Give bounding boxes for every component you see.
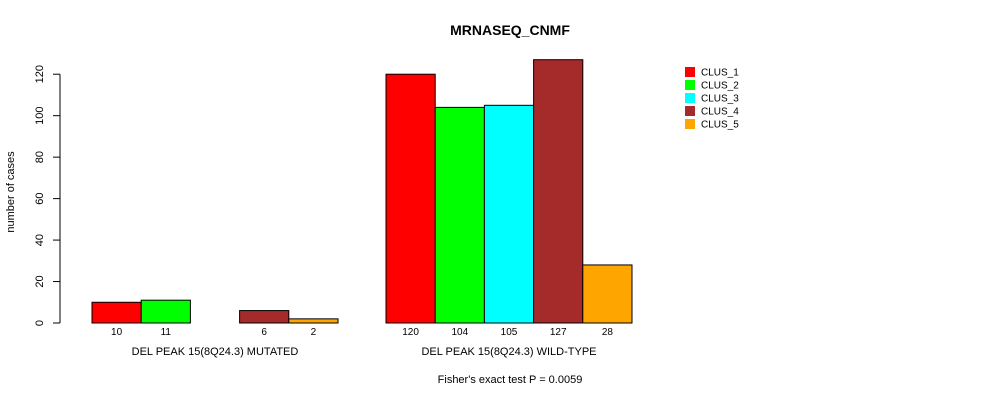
bar-clus-5-group-2	[582, 264, 633, 324]
bar-value-label: 11	[161, 327, 172, 338]
bar-clus-3-group-2	[483, 104, 535, 324]
bar-clus-1-group-2	[385, 73, 436, 324]
legend-label: CLUS_3	[701, 94, 739, 105]
bar-value-label: 6	[261, 327, 267, 338]
bar-clus-1-group-1	[91, 301, 142, 324]
bar-value-label: 2	[311, 327, 317, 338]
y-axis-label: number of cases	[5, 151, 17, 233]
legend-label: CLUS_4	[701, 107, 739, 118]
bar-value-labels: 10 11 6 2 120 104 105 127 28	[111, 327, 613, 338]
bar-clus-4-group-2	[533, 59, 584, 324]
legend: CLUS_1 CLUS_2 CLUS_3 CLUS_4 CLUS_5	[685, 67, 739, 131]
legend-swatch	[685, 93, 695, 103]
legend-label: CLUS_1	[701, 68, 739, 79]
legend-swatch	[685, 119, 695, 129]
bar-value-label: 28	[602, 327, 614, 338]
bar-clus-4-group-1	[239, 310, 290, 324]
y-axis: 0 20 40 60 80 100 120	[34, 65, 61, 326]
y-tick-label: 40	[34, 234, 46, 246]
bars	[91, 59, 633, 324]
bar-clus-5-group-1	[288, 318, 339, 324]
chart-title: MRNASEQ_CNMF	[450, 22, 570, 38]
bar-value-label: 10	[111, 327, 123, 338]
fisher-test-footnote: Fisher's exact test P = 0.0059	[438, 374, 583, 386]
y-tick-label: 60	[34, 192, 46, 204]
group-label: DEL PEAK 15(8Q24.3) WILD-TYPE	[421, 346, 596, 358]
bar-value-label: 104	[451, 327, 468, 338]
group-label: DEL PEAK 15(8Q24.3) MUTATED	[132, 346, 299, 358]
y-tick-label: 20	[34, 275, 46, 287]
bar-value-label: 120	[402, 327, 419, 338]
legend-swatch	[685, 67, 695, 77]
y-tick-label: 0	[34, 320, 46, 326]
bar-clus-2-group-2	[434, 106, 485, 324]
y-tick-label: 120	[34, 65, 46, 83]
bar-value-label: 105	[501, 327, 518, 338]
legend-label: CLUS_5	[701, 120, 739, 131]
legend-swatch	[685, 80, 695, 90]
y-tick-label: 100	[34, 106, 46, 124]
y-tick-label: 80	[34, 151, 46, 163]
legend-swatch	[685, 106, 695, 116]
bar-value-label: 127	[550, 327, 567, 338]
group-labels: DEL PEAK 15(8Q24.3) MUTATED DEL PEAK 15(8…	[132, 346, 597, 358]
legend-label: CLUS_2	[701, 81, 739, 92]
bar-clus-2-group-1	[140, 299, 191, 324]
